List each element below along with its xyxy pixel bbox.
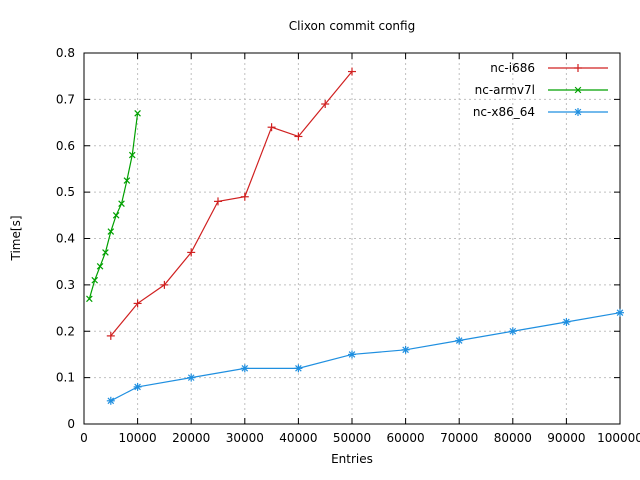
data-point-marker	[107, 397, 115, 405]
data-point-marker	[134, 383, 141, 391]
data-point-marker	[96, 263, 104, 270]
y-tick-label: 0.5	[56, 185, 75, 199]
data-point-marker	[102, 249, 109, 256]
data-point-marker	[295, 365, 302, 372]
x-tick-label: 90000	[547, 431, 585, 445]
series-nc-armv7l	[86, 109, 141, 303]
x-tick-label: 40000	[279, 431, 317, 445]
data-point-marker	[128, 151, 136, 159]
x-tick-label: 50000	[333, 431, 371, 445]
series-nc-x86_64	[106, 308, 624, 405]
legend: nc-i686 nc-armv7l nc-x86_64	[473, 61, 608, 119]
series-line	[88, 113, 139, 299]
y-tick-label: 0.4	[56, 232, 75, 246]
y-tick-label: 0.8	[56, 46, 75, 60]
legend-item-nc-x86_64[interactable]: nc-x86_64	[473, 105, 608, 119]
data-point-marker	[241, 365, 249, 372]
y-tick-label: 0.7	[56, 92, 75, 106]
data-point-marker	[86, 295, 93, 303]
data-point-marker	[574, 108, 582, 116]
data-point-marker	[574, 86, 582, 94]
data-point-marker	[616, 309, 624, 317]
x-tick-label: 70000	[440, 431, 478, 445]
data-point-marker	[455, 337, 463, 344]
data-point-marker	[91, 276, 99, 284]
x-tick-label: 80000	[494, 431, 532, 445]
y-axis-title: Time[s]	[9, 216, 23, 262]
x-axis: 0 10000 20000 30000 40000 50000 60000 70000 8000…	[80, 53, 640, 445]
series-nc-i686	[106, 67, 356, 340]
x-tick-label: 30000	[226, 431, 264, 445]
x-tick-label: 60000	[387, 431, 425, 445]
data-point-marker	[112, 212, 120, 219]
data-point-marker	[509, 327, 517, 335]
data-point-marker	[118, 200, 125, 208]
x-tick-label: 20000	[172, 431, 210, 445]
series-line	[110, 71, 353, 337]
grid-lines	[84, 52, 620, 424]
y-tick-label: 0.2	[56, 324, 75, 338]
legend-label: nc-armv7l	[475, 83, 535, 97]
data-point-marker	[134, 109, 141, 117]
data-point-marker	[563, 318, 570, 326]
data-point-marker	[348, 351, 356, 358]
series-line	[110, 312, 621, 402]
y-tick-label: 0.1	[56, 371, 75, 385]
x-tick-label: 100000	[597, 431, 640, 445]
y-tick-label: 0	[67, 417, 75, 431]
data-point-marker	[123, 177, 131, 184]
y-axis: 0 0.1 0.2 0.3 0.4 0.5 0.6 0.7 0.8	[56, 46, 620, 431]
data-point-marker	[187, 374, 195, 381]
chart-title: Clixon commit config	[289, 19, 415, 33]
x-tick-label: 0	[80, 431, 88, 445]
legend-label: nc-i686	[490, 61, 535, 75]
legend-label: nc-x86_64	[473, 105, 535, 119]
y-tick-label: 0.3	[56, 278, 75, 292]
x-axis-title: Entries	[331, 452, 373, 466]
legend-item-nc-armv7l[interactable]: nc-armv7l	[475, 83, 608, 97]
data-point-marker	[402, 346, 409, 354]
x-tick-label: 10000	[119, 431, 157, 445]
y-tick-label: 0.6	[56, 139, 75, 153]
legend-item-nc-i686[interactable]: nc-i686	[490, 61, 608, 75]
data-point-marker	[107, 228, 115, 235]
